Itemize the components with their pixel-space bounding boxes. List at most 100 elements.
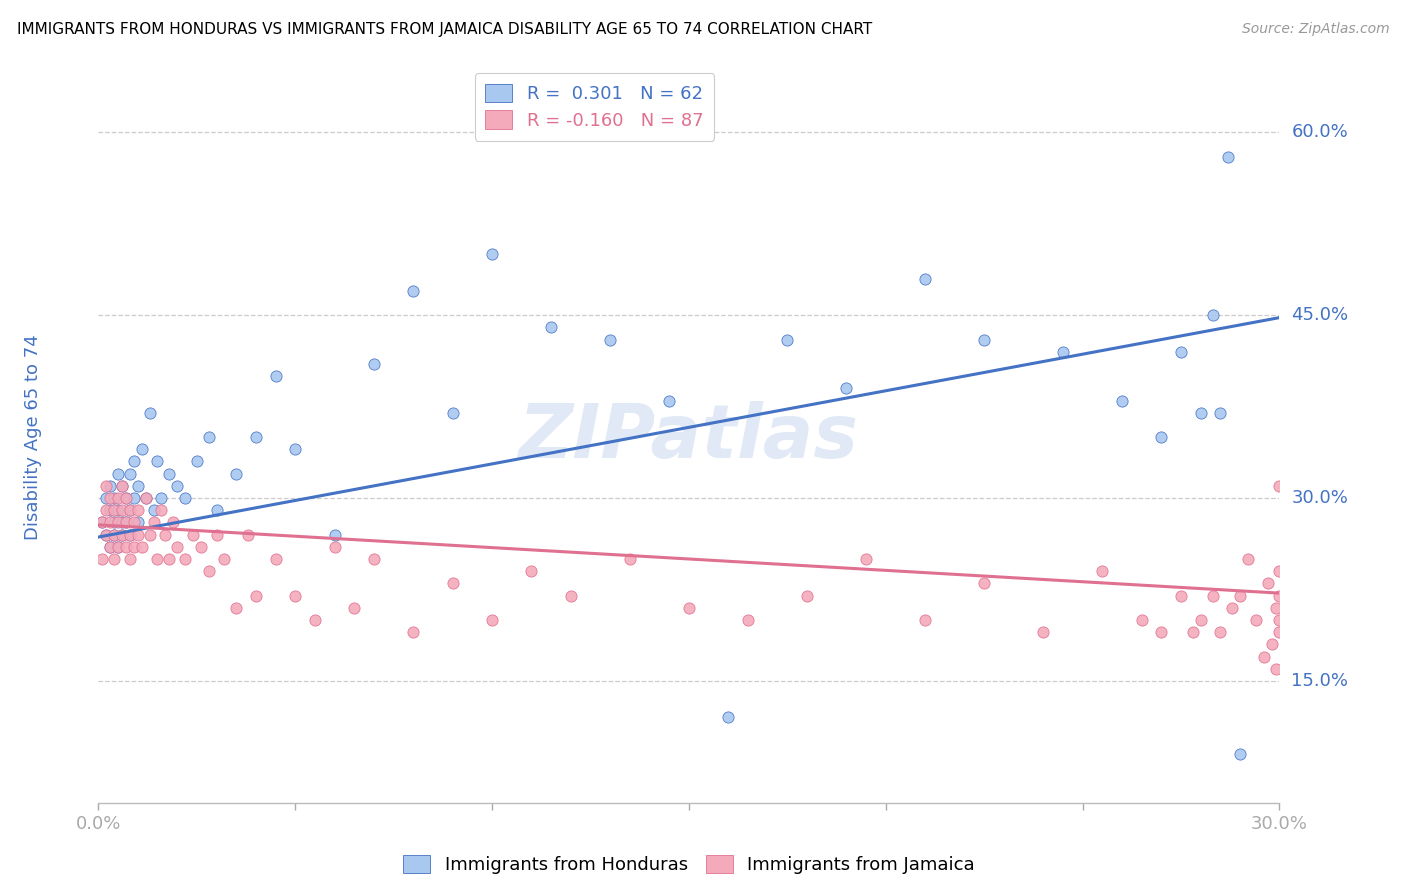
Point — [111, 527, 134, 541]
Point — [155, 527, 177, 541]
Point — [599, 333, 621, 347]
Point — [96, 479, 118, 493]
Point — [111, 516, 134, 530]
Text: ZIPatlas: ZIPatlas — [519, 401, 859, 474]
Point — [174, 552, 197, 566]
Point — [157, 467, 180, 481]
Point — [264, 369, 287, 384]
Point — [737, 613, 759, 627]
Point — [1268, 589, 1291, 603]
Point — [190, 540, 212, 554]
Point — [973, 576, 995, 591]
Point — [225, 467, 247, 481]
Point — [118, 527, 141, 541]
Point — [1260, 637, 1282, 651]
Point — [96, 527, 118, 541]
Point — [98, 503, 121, 517]
Point — [205, 503, 228, 517]
Point — [146, 552, 169, 566]
Point — [115, 516, 138, 530]
Point — [91, 516, 114, 530]
Point — [481, 247, 503, 261]
Point — [118, 527, 141, 541]
Point — [111, 527, 134, 541]
Point — [914, 613, 936, 627]
Point — [103, 552, 125, 566]
Point — [1181, 625, 1204, 640]
Point — [127, 503, 149, 517]
Text: 45.0%: 45.0% — [1291, 306, 1348, 324]
Point — [1264, 600, 1286, 615]
Point — [214, 552, 236, 566]
Text: Disability Age 65 to 74: Disability Age 65 to 74 — [24, 334, 42, 540]
Text: 15.0%: 15.0% — [1291, 672, 1348, 690]
Point — [1264, 662, 1286, 676]
Point — [197, 430, 219, 444]
Point — [1244, 613, 1267, 627]
Point — [1229, 747, 1251, 761]
Point — [98, 479, 121, 493]
Point — [323, 527, 346, 541]
Point — [855, 552, 877, 566]
Point — [1220, 600, 1243, 615]
Point — [118, 503, 141, 517]
Point — [131, 442, 153, 457]
Point — [540, 320, 562, 334]
Point — [103, 491, 125, 505]
Point — [1032, 625, 1054, 640]
Point — [678, 600, 700, 615]
Point — [166, 540, 188, 554]
Point — [1170, 344, 1192, 359]
Point — [441, 576, 464, 591]
Point — [1111, 393, 1133, 408]
Point — [186, 454, 208, 468]
Point — [127, 479, 149, 493]
Point — [1218, 150, 1240, 164]
Legend: Immigrants from Honduras, Immigrants from Jamaica: Immigrants from Honduras, Immigrants fro… — [395, 847, 983, 881]
Point — [1189, 406, 1212, 420]
Point — [181, 527, 204, 541]
Point — [304, 613, 326, 627]
Point — [1257, 576, 1279, 591]
Point — [835, 381, 858, 395]
Point — [91, 552, 114, 566]
Point — [1253, 649, 1275, 664]
Point — [284, 442, 307, 457]
Point — [115, 516, 138, 530]
Point — [118, 552, 141, 566]
Point — [91, 516, 114, 530]
Point — [1268, 625, 1291, 640]
Point — [284, 589, 307, 603]
Point — [363, 552, 385, 566]
Point — [127, 527, 149, 541]
Point — [98, 540, 121, 554]
Point — [174, 491, 197, 505]
Point — [1201, 308, 1223, 322]
Point — [111, 503, 134, 517]
Point — [98, 491, 121, 505]
Point — [658, 393, 681, 408]
Text: Source: ZipAtlas.com: Source: ZipAtlas.com — [1241, 22, 1389, 37]
Point — [363, 357, 385, 371]
Point — [122, 540, 145, 554]
Point — [1268, 613, 1291, 627]
Point — [343, 600, 366, 615]
Point — [111, 479, 134, 493]
Point — [138, 406, 160, 420]
Point — [1268, 564, 1291, 578]
Point — [1237, 552, 1260, 566]
Point — [142, 516, 165, 530]
Point — [131, 540, 153, 554]
Point — [122, 491, 145, 505]
Point — [796, 589, 818, 603]
Point — [103, 527, 125, 541]
Point — [323, 540, 346, 554]
Point — [107, 516, 129, 530]
Point — [560, 589, 582, 603]
Point — [245, 589, 267, 603]
Point — [122, 454, 145, 468]
Point — [520, 564, 543, 578]
Point — [150, 503, 173, 517]
Point — [162, 516, 184, 530]
Point — [1229, 589, 1251, 603]
